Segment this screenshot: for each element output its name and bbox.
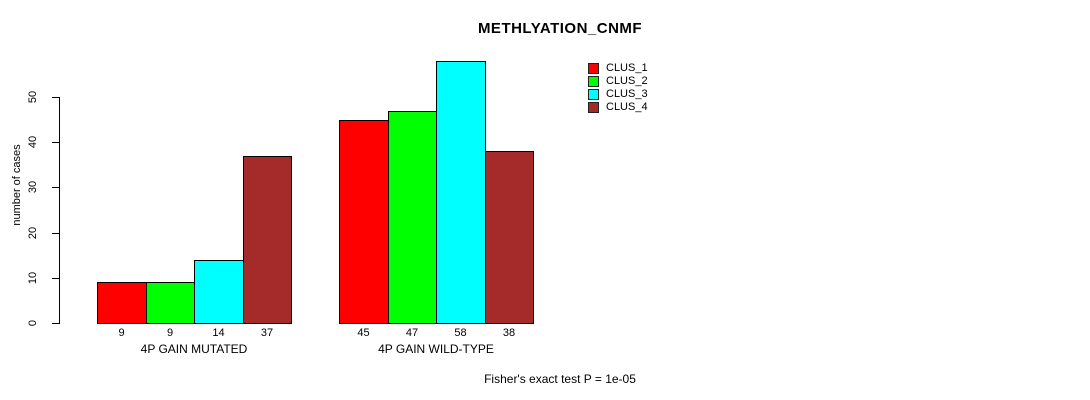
legend-item-clus_2: CLUS_2: [588, 75, 648, 88]
bar-clus_2-group2: [388, 111, 437, 324]
y-axis-tick-label: 30: [27, 180, 39, 194]
legend-label: CLUS_4: [606, 101, 648, 113]
y-axis-tick: [52, 278, 59, 279]
category-label: 4P GAIN WILD-TYPE: [378, 342, 494, 356]
bar-value-label: 14: [212, 327, 225, 339]
y-axis-tick: [52, 323, 59, 324]
y-axis-tick-label: 10: [27, 271, 39, 285]
legend-label: CLUS_3: [606, 88, 648, 100]
legend-label: CLUS_2: [606, 75, 648, 87]
legend-swatch-icon: [588, 63, 599, 74]
bar-value-label: 9: [118, 327, 125, 339]
legend-item-clus_3: CLUS_3: [588, 88, 648, 101]
y-axis-tick-label: 0: [27, 319, 39, 327]
y-axis-label: number of cases: [11, 144, 23, 226]
legend-swatch-icon: [588, 89, 599, 100]
y-axis-line: [59, 97, 60, 324]
y-axis-tick: [52, 97, 59, 98]
bar-clus_3-group2: [436, 61, 486, 324]
legend: CLUS_1 CLUS_2 CLUS_3 CLUS_4: [588, 62, 648, 114]
bar-value-label: 38: [502, 327, 516, 339]
bar-value-label: 47: [405, 327, 419, 339]
legend-item-clus_1: CLUS_1: [588, 62, 648, 75]
bar-value-label: 58: [454, 327, 467, 339]
legend-swatch-icon: [588, 76, 599, 87]
legend-item-clus_4: CLUS_4: [588, 101, 648, 114]
bar-clus_4-group1: [243, 156, 292, 324]
bar-clus_4-group2: [485, 151, 534, 324]
y-axis-tick-label: 50: [27, 90, 39, 104]
category-label: 4P GAIN MUTATED: [140, 342, 248, 356]
legend-swatch-icon: [588, 102, 599, 113]
bar-value-label: 9: [166, 327, 174, 339]
bar-clus_3-group1: [194, 260, 244, 324]
y-axis-tick: [52, 142, 59, 143]
bar-value-label: 45: [357, 327, 370, 339]
y-axis-tick: [52, 187, 59, 188]
chart-title: METHLYATION_CNMF: [477, 20, 643, 37]
bar-value-label: 37: [260, 327, 274, 339]
bar-clus_1-group2: [339, 120, 389, 324]
bar-clus_1-group1: [97, 282, 147, 324]
bar-clus_2-group1: [146, 282, 195, 324]
y-axis-tick-label: 20: [27, 226, 39, 240]
annotation-text: Fisher's exact test P = 1e-05: [484, 372, 636, 386]
y-axis-tick: [52, 233, 59, 234]
legend-label: CLUS_1: [606, 62, 648, 74]
y-axis-tick-label: 40: [27, 135, 39, 149]
